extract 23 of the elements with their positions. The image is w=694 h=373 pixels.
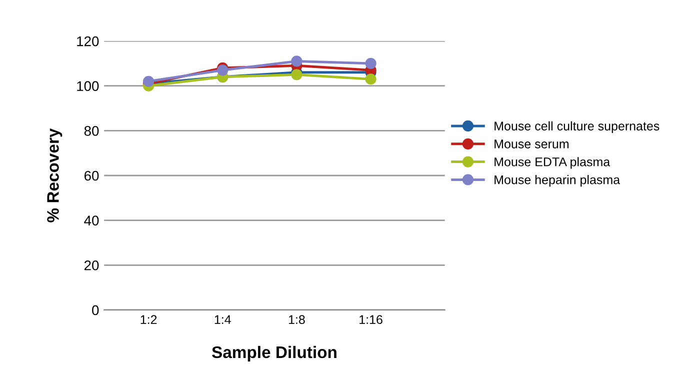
y-axis-title: % Recovery: [47, 128, 62, 222]
y-tick-label: 120: [77, 36, 99, 46]
point: [291, 56, 302, 67]
y-tick-label: 40: [84, 216, 99, 226]
legend-label: Mouse serum: [494, 140, 568, 148]
legend-label: Mouse EDTA plasma: [494, 157, 610, 169]
point: [365, 74, 376, 85]
y-tick-label: 0: [92, 305, 99, 316]
point: [142, 76, 154, 87]
legend-label: Mouse cell culture supernates: [494, 121, 660, 133]
x-tick-label: 1:4: [214, 315, 231, 324]
y-tick-label: 80: [84, 126, 99, 136]
point: [217, 64, 228, 76]
x-axis-title: Sample Dilution: [212, 346, 336, 362]
y-tick-label: 60: [84, 170, 99, 181]
x-tick-label: 1:2: [140, 315, 157, 324]
legend-label: Mouse heparin plasma: [494, 175, 620, 187]
x-tick-label: 1:8: [288, 315, 305, 324]
y-tick-label: 20: [84, 260, 99, 270]
y-tick-label: 100: [77, 81, 99, 92]
x-tick-label: 1:16: [360, 315, 382, 324]
point: [291, 69, 302, 80]
point: [365, 58, 376, 69]
